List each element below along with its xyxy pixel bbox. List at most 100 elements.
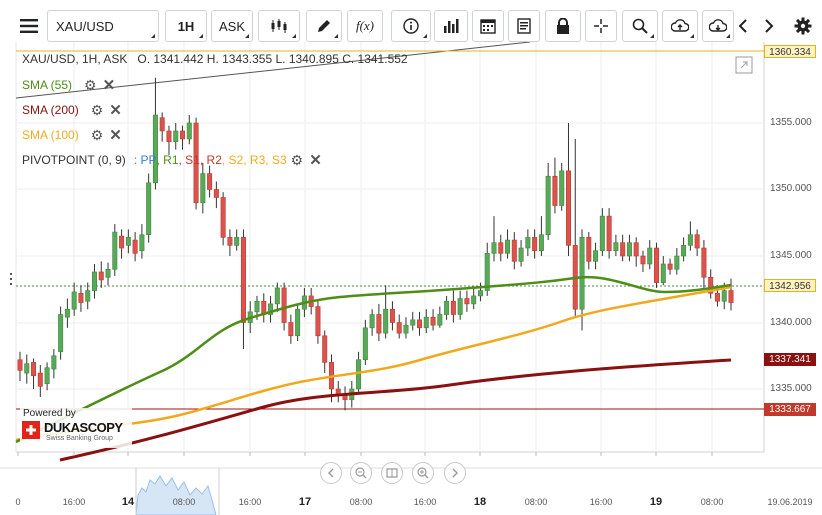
candle-body xyxy=(640,255,646,265)
candle-body xyxy=(152,114,158,184)
candle-body xyxy=(545,175,551,236)
candle-body xyxy=(389,308,395,323)
drawing-tools-button[interactable] xyxy=(306,10,342,42)
indicator-pivotpoint[interactable]: PIVOTPOINT (0, 9) : PP , R1 , S1 , R2 , … xyxy=(22,151,322,170)
candle-body xyxy=(180,130,186,140)
bottom-level-price-tag: 1333.667 xyxy=(764,403,816,416)
candle-body xyxy=(274,287,280,305)
indicator-sma100[interactable]: SMA (100) ⚙ ✕ xyxy=(22,126,122,145)
candle-body xyxy=(457,298,463,315)
volume-button[interactable] xyxy=(434,10,468,42)
close-icon[interactable]: ✕ xyxy=(109,127,122,144)
candle-body xyxy=(728,290,734,303)
tagline-text: Swiss Banking Group xyxy=(46,435,113,442)
x-axis-label: 16:00 xyxy=(589,497,613,507)
candle-body xyxy=(410,319,416,326)
upload-button[interactable] xyxy=(662,10,698,42)
pivot-s3-label: , S3 xyxy=(265,153,287,167)
candle-body xyxy=(369,314,375,329)
news-button[interactable] xyxy=(508,10,540,42)
candle-body xyxy=(322,335,328,363)
info-button[interactable] xyxy=(391,10,431,42)
candle-body xyxy=(24,363,30,374)
indicators-button[interactable]: f(x) xyxy=(347,10,383,42)
y-axis-label: 1350.000 xyxy=(770,183,812,194)
indicator-sma200[interactable]: SMA (200) ⚙ ✕ xyxy=(22,101,122,120)
candle-body xyxy=(620,242,626,257)
candle-body xyxy=(565,170,571,246)
reset-view-button[interactable] xyxy=(381,462,403,484)
close-icon[interactable]: ✕ xyxy=(102,77,116,94)
sma100-line xyxy=(15,285,732,442)
candle-body xyxy=(356,359,362,390)
x-axis-label: 08:00 xyxy=(172,497,196,507)
cloud-upload-icon xyxy=(671,19,689,32)
gear-icon[interactable]: ⚙ xyxy=(90,101,104,118)
candle-body xyxy=(383,308,389,334)
x-axis-day-label: 18 xyxy=(473,496,487,508)
indicator-sma55-label: SMA (55) xyxy=(22,78,73,92)
x-axis-day-label: 19 xyxy=(649,496,663,508)
candle-body xyxy=(518,247,524,262)
candle-body xyxy=(511,239,517,262)
indicator-sma55[interactable]: SMA (55) ⚙ ✕ xyxy=(22,76,116,95)
zoom-in-button[interactable] xyxy=(412,462,434,484)
x-axis-day-label: 17 xyxy=(298,496,312,508)
candle-body xyxy=(44,367,50,384)
candle-body xyxy=(498,242,504,254)
candlestick-icon xyxy=(271,19,287,33)
price-chart-canvas[interactable] xyxy=(0,42,822,515)
sma200-price-tag: 1337.341 xyxy=(764,353,816,366)
candle-body xyxy=(450,300,456,315)
timeframe-button[interactable]: 1H xyxy=(165,10,207,42)
scroll-right-icon[interactable] xyxy=(760,10,778,42)
close-icon[interactable]: ✕ xyxy=(309,152,322,169)
candle-body xyxy=(315,306,321,337)
chart-area[interactable]: XAU/USD, 1H, ASK O. 1341.442 H. 1343.355… xyxy=(0,42,822,515)
candle-body xyxy=(654,247,660,283)
y-axis-label: 1345.000 xyxy=(770,250,812,261)
candle-body xyxy=(64,308,70,318)
hamburger-menu-icon[interactable] xyxy=(14,10,44,42)
candle-body xyxy=(606,215,612,251)
crosshair-button[interactable] xyxy=(585,10,617,42)
popout-icon xyxy=(735,56,753,74)
candle-body xyxy=(288,322,294,337)
gear-icon[interactable]: ⚙ xyxy=(290,151,304,168)
candle-body xyxy=(417,319,423,329)
calendar-button[interactable] xyxy=(472,10,504,42)
settings-gear-icon[interactable] xyxy=(792,10,814,42)
zoom-button[interactable] xyxy=(622,10,658,42)
candle-body xyxy=(71,291,77,310)
current-price-tag: 1342.956 xyxy=(764,279,816,292)
candle-body xyxy=(464,298,470,305)
chart-type-button[interactable] xyxy=(258,10,300,42)
fx-label: f(x) xyxy=(355,18,375,33)
y-axis-label: 1335.000 xyxy=(770,383,812,394)
pivot-r3-label: , R3 xyxy=(243,153,266,167)
timeframe-label: 1H xyxy=(177,18,195,34)
candle-body xyxy=(213,189,219,198)
candle-body xyxy=(85,290,91,302)
candle-body xyxy=(98,271,104,281)
download-button[interactable] xyxy=(702,10,734,42)
pivot-s2-label: , S2 xyxy=(221,153,244,167)
candle-body xyxy=(186,122,192,140)
lock-button[interactable] xyxy=(545,10,581,42)
zoom-out-button[interactable] xyxy=(350,462,372,484)
info-icon xyxy=(403,18,419,34)
price-side-button[interactable]: ASK xyxy=(211,10,253,42)
gear-icon[interactable]: ⚙ xyxy=(90,126,104,143)
pivot-r1-label: , R1 xyxy=(156,153,179,167)
candle-body xyxy=(491,242,497,254)
close-icon[interactable]: ✕ xyxy=(109,102,122,119)
candle-body xyxy=(173,130,179,142)
crosshair-icon xyxy=(594,19,608,33)
scroll-right-button[interactable] xyxy=(444,462,466,484)
symbol-selector[interactable]: XAU/USD xyxy=(47,10,159,42)
scroll-left-icon[interactable] xyxy=(734,10,752,42)
scroll-left-button[interactable] xyxy=(320,462,342,484)
gear-icon[interactable]: ⚙ xyxy=(84,76,97,93)
zoom-out-icon xyxy=(355,467,367,479)
candle-body xyxy=(37,372,43,387)
